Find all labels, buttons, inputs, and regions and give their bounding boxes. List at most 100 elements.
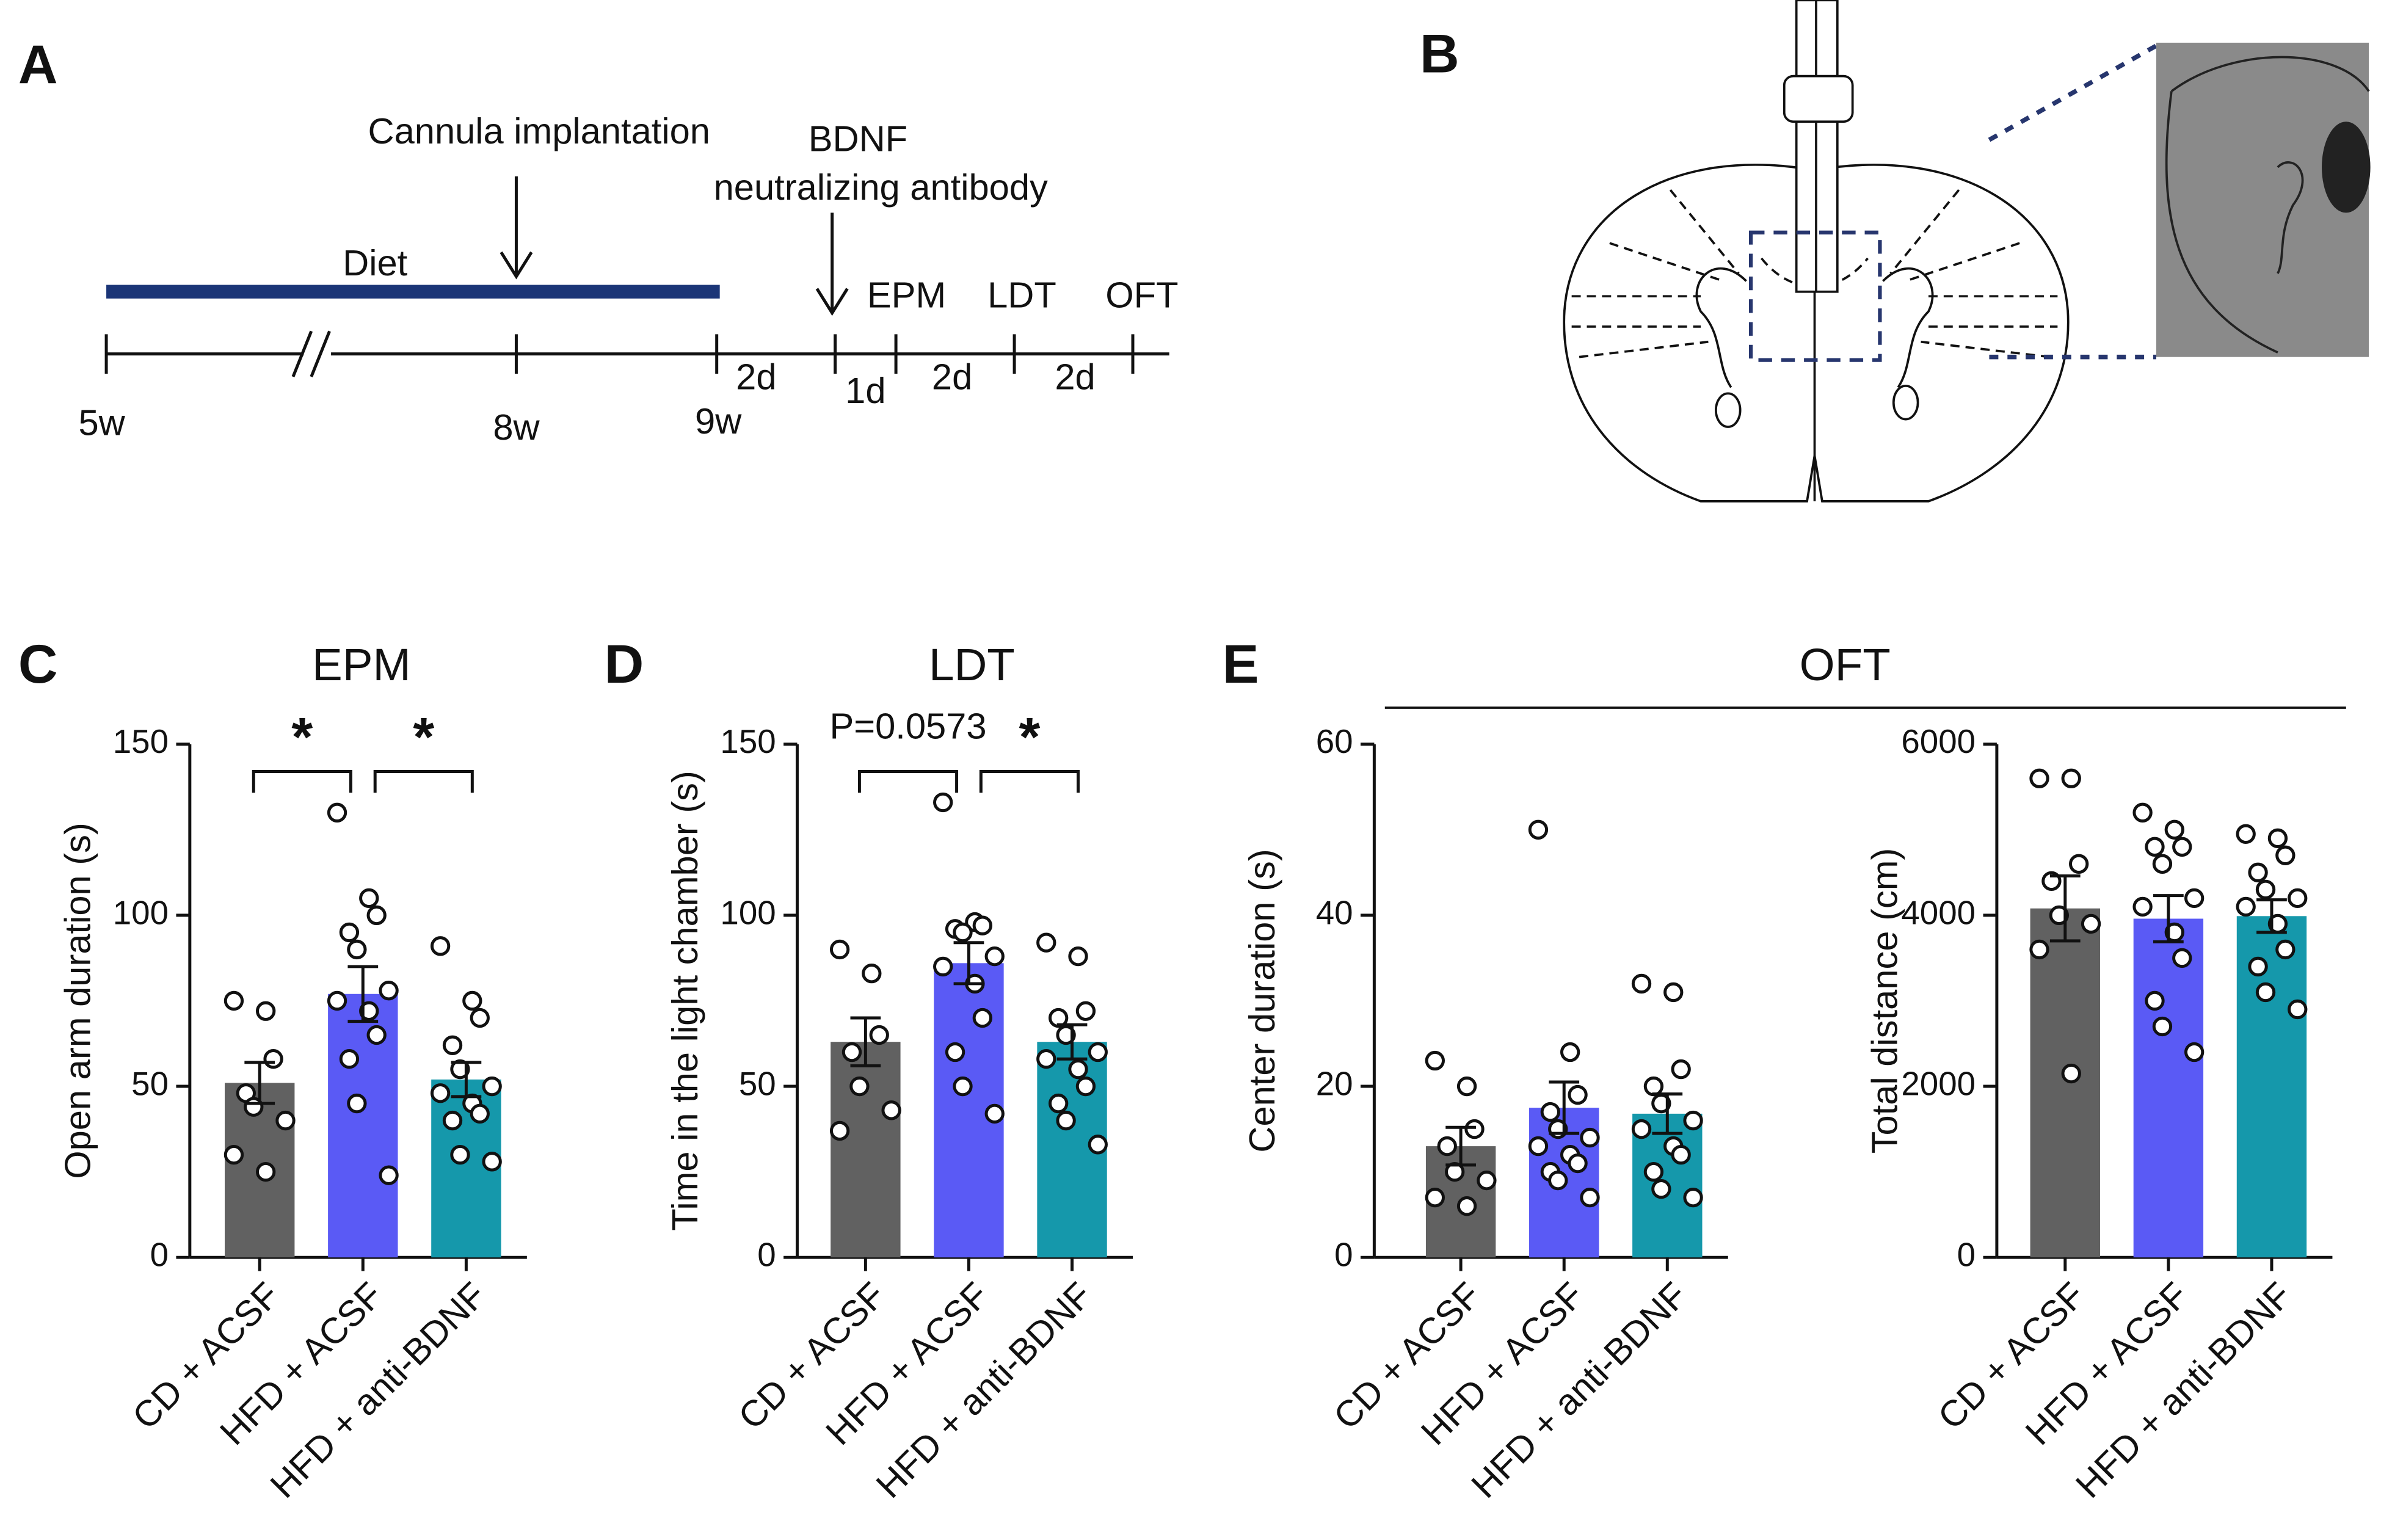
significance-bracket — [252, 769, 352, 793]
error-bar — [2256, 898, 2287, 934]
data-point — [2061, 768, 2081, 788]
data-point — [1056, 1110, 1076, 1131]
structure — [1892, 385, 1919, 421]
data-point — [2081, 913, 2101, 934]
y-tick-label: 2000 — [1901, 1064, 1976, 1102]
error-bar — [850, 1016, 881, 1067]
data-point — [1651, 1179, 1671, 1199]
y-tick-label: 50 — [131, 1064, 169, 1102]
data-point — [1683, 1110, 1703, 1131]
data-point — [339, 1049, 360, 1069]
zoom-lines — [1988, 43, 2157, 360]
data-point — [1088, 1135, 1108, 1155]
data-point — [849, 1076, 870, 1097]
test-label: LDT — [987, 274, 1056, 315]
data-point — [1088, 1042, 1108, 1062]
time-label: 8w — [493, 407, 540, 448]
significance-label: * — [1019, 706, 1040, 767]
region-lines — [1571, 189, 2058, 358]
y-tick-label: 0 — [1957, 1236, 1976, 1274]
bar — [831, 1042, 901, 1258]
data-point — [1075, 1076, 1096, 1097]
data-point — [1568, 1153, 1588, 1174]
data-point — [442, 1110, 463, 1131]
y-tick-label: 50 — [739, 1064, 776, 1102]
data-point — [347, 939, 367, 960]
data-point — [359, 888, 379, 909]
data-point — [224, 1144, 244, 1165]
data-point — [2132, 896, 2153, 917]
error-bar — [347, 965, 379, 1023]
axis-break — [310, 330, 331, 377]
data-point — [984, 1103, 1005, 1124]
error-bar — [451, 1061, 482, 1099]
data-point — [2172, 837, 2192, 857]
cannula-holder — [1783, 74, 1854, 123]
panel-label: D — [605, 633, 644, 694]
data-point — [430, 1083, 451, 1103]
data-point — [1663, 982, 1684, 1003]
panel-label: A — [18, 34, 58, 95]
antibody-label: neutralizing antibody — [714, 167, 1048, 208]
y-axis-label: Time in the light chamber (s) — [664, 771, 705, 1231]
data-point — [379, 980, 399, 1001]
data-point — [224, 990, 244, 1011]
data-point — [2255, 982, 2276, 1003]
data-point — [1036, 932, 1056, 953]
data-point — [430, 936, 451, 956]
data-point — [2248, 862, 2268, 883]
timeline — [104, 176, 1169, 377]
data-point — [1643, 1161, 1664, 1182]
significance-label: * — [413, 706, 434, 767]
data-point — [2152, 854, 2173, 874]
y-tick-label: 60 — [1316, 722, 1353, 760]
bar — [2030, 908, 2100, 1258]
y-tick-label: 100 — [113, 893, 169, 931]
data-point — [347, 1093, 367, 1114]
data-point — [1036, 1049, 1056, 1069]
y-tick-label: 4000 — [1901, 893, 1976, 931]
y-tick-label: 150 — [113, 722, 169, 760]
bar — [2133, 918, 2204, 1258]
data-point — [2172, 948, 2192, 968]
chart-title: LDT — [929, 639, 1015, 690]
interval-label: 1d — [845, 370, 885, 411]
y-tick-label: 6000 — [1901, 722, 1976, 760]
data-point — [869, 1025, 889, 1045]
region-box — [1748, 230, 1882, 362]
data-point — [1528, 1136, 1549, 1157]
data-point — [2145, 837, 2165, 857]
data-point — [2029, 768, 2049, 788]
data-point — [862, 963, 882, 984]
y-tick-label: 0 — [150, 1236, 169, 1274]
data-point — [379, 1165, 399, 1185]
significance-label: * — [291, 706, 313, 767]
data-point — [327, 802, 347, 823]
y-axis-label: Open arm duration (s) — [57, 823, 98, 1179]
error-bar — [1652, 1092, 1683, 1135]
data-point — [972, 1008, 992, 1028]
interval-label: 2d — [1055, 357, 1095, 398]
data-point — [1049, 1093, 1069, 1114]
data-point — [2061, 1063, 2081, 1084]
data-point — [881, 1100, 901, 1120]
data-point — [1477, 1170, 1497, 1191]
panel-label: C — [18, 633, 58, 694]
data-point — [1528, 819, 1549, 840]
data-point — [1056, 1025, 1076, 1045]
arrow — [815, 212, 849, 316]
significance-bracket — [857, 769, 959, 793]
error-bar — [953, 941, 984, 986]
y-tick-label: 20 — [1316, 1064, 1353, 1102]
data-point — [482, 1076, 502, 1097]
data-point — [2248, 956, 2268, 977]
y-tick-label: 100 — [720, 893, 776, 931]
injection-site — [2322, 122, 2371, 213]
data-point — [442, 1035, 463, 1055]
data-point — [953, 1076, 973, 1097]
data-point — [1437, 1136, 1457, 1157]
data-point — [945, 1042, 965, 1062]
cannula-label: Cannula implantation — [368, 111, 710, 151]
